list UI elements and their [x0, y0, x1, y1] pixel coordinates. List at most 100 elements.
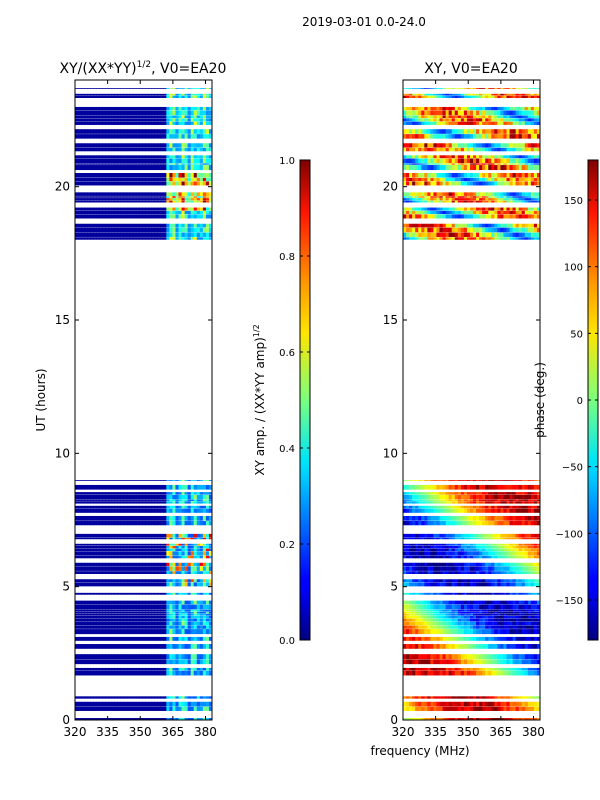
phase-cell	[491, 521, 495, 526]
amplitude-cell	[129, 562, 134, 566]
amplitude-cell	[193, 718, 198, 720]
amplitude-cell	[114, 537, 119, 540]
amplitude-cell	[199, 615, 204, 619]
amplitude-cell	[120, 163, 125, 165]
phase-cell	[506, 615, 510, 619]
amplitude-cell	[175, 155, 179, 159]
amplitude-cell	[90, 158, 94, 164]
phase-cell	[509, 654, 513, 660]
phase-cell	[466, 566, 471, 571]
amplitude-cell	[148, 611, 152, 614]
amplitude-cell	[205, 545, 210, 549]
amplitude-cell	[187, 551, 192, 556]
amplitude-cell	[175, 515, 179, 521]
phase-cell	[403, 696, 407, 699]
amplitude-cell	[205, 155, 210, 159]
amplitude-cell	[75, 95, 79, 99]
amplitude-cell	[157, 501, 161, 504]
phase-cell	[445, 551, 450, 556]
phase-cell	[406, 706, 410, 711]
amplitude-cell	[141, 499, 146, 501]
amplitude-cell	[120, 134, 125, 139]
amplitude-cell	[172, 93, 176, 96]
phase-cell	[418, 615, 422, 619]
amplitude-cell	[78, 644, 82, 649]
amplitude-cell	[202, 548, 207, 551]
amplitude-cell	[157, 543, 161, 546]
heatmap-row	[75, 611, 212, 614]
amplitude-cell	[102, 227, 106, 233]
phase-cell	[527, 537, 532, 540]
phase-cell	[503, 613, 507, 616]
amplitude-cell	[187, 110, 192, 116]
phase-cell	[460, 571, 465, 575]
amplitude-cell	[175, 501, 179, 504]
phase-cell	[403, 625, 407, 629]
amplitude-cell	[145, 621, 149, 626]
phase-cell	[439, 604, 443, 610]
phase-cell	[421, 571, 425, 575]
phase-cell	[421, 670, 425, 676]
amplitude-cell	[145, 134, 149, 139]
amplitude-cell	[157, 508, 161, 513]
phase-cell	[473, 701, 477, 707]
phase-cell	[412, 625, 416, 629]
amplitude-cell	[108, 172, 112, 178]
phase-cell	[421, 644, 425, 649]
amplitude-cell	[87, 718, 91, 720]
amplitude-cell	[157, 515, 161, 521]
amplitude-cell	[184, 143, 189, 148]
amplitude-cell	[123, 480, 128, 481]
amplitude-cell	[175, 115, 179, 119]
amplitude-cell	[172, 625, 176, 629]
phase-cell	[418, 636, 422, 641]
amplitude-cell	[190, 198, 195, 201]
amplitude-cell	[96, 163, 100, 165]
amplitude-cell	[120, 566, 125, 571]
heatmap-row	[75, 600, 212, 605]
amplitude-cell	[166, 232, 170, 237]
phase-cell	[530, 629, 535, 635]
amplitude-cell	[81, 163, 85, 165]
amplitude-cell	[175, 644, 179, 649]
amplitude-cell	[181, 143, 185, 148]
phase-cell	[427, 521, 431, 526]
phase-cell	[451, 621, 456, 626]
phase-cell	[503, 592, 507, 595]
amplitude-cell	[196, 533, 201, 538]
phase-cell	[491, 555, 495, 559]
amplitude-cell	[81, 198, 85, 201]
phase-cell	[524, 654, 529, 660]
amplitude-cell	[105, 537, 109, 540]
amplitude-cell	[105, 115, 109, 119]
amplitude-cell	[93, 566, 97, 571]
amplitude-cell	[145, 625, 149, 629]
amplitude-cell	[135, 192, 140, 196]
phase-cell	[485, 706, 489, 711]
phase-cell	[482, 609, 486, 612]
amplitude-cell	[154, 158, 158, 164]
phase-cell	[439, 545, 443, 549]
phase-cell	[518, 613, 523, 616]
amplitude-cell	[151, 625, 155, 629]
amplitude-cell	[84, 121, 88, 125]
phase-cell	[503, 537, 507, 540]
amplitude-cell	[163, 129, 167, 134]
amplitude-cell	[132, 521, 137, 526]
amplitude-cell	[178, 177, 182, 182]
amplitude-cell	[96, 609, 100, 612]
amplitude-cell	[148, 223, 152, 228]
amplitude-cell	[202, 181, 207, 186]
amplitude-cell	[135, 667, 140, 671]
amplitude-cell	[75, 543, 79, 546]
amplitude-cell	[199, 670, 204, 676]
amplitude-cell	[205, 484, 210, 490]
amplitude-cell	[90, 613, 94, 616]
phase-cell	[494, 533, 498, 538]
amplitude-cell	[157, 198, 161, 201]
amplitude-cell	[163, 636, 167, 641]
amplitude-cell	[157, 659, 161, 665]
amplitude-cell	[99, 155, 103, 159]
phase-cell	[463, 618, 468, 622]
phase-cell	[418, 659, 422, 665]
